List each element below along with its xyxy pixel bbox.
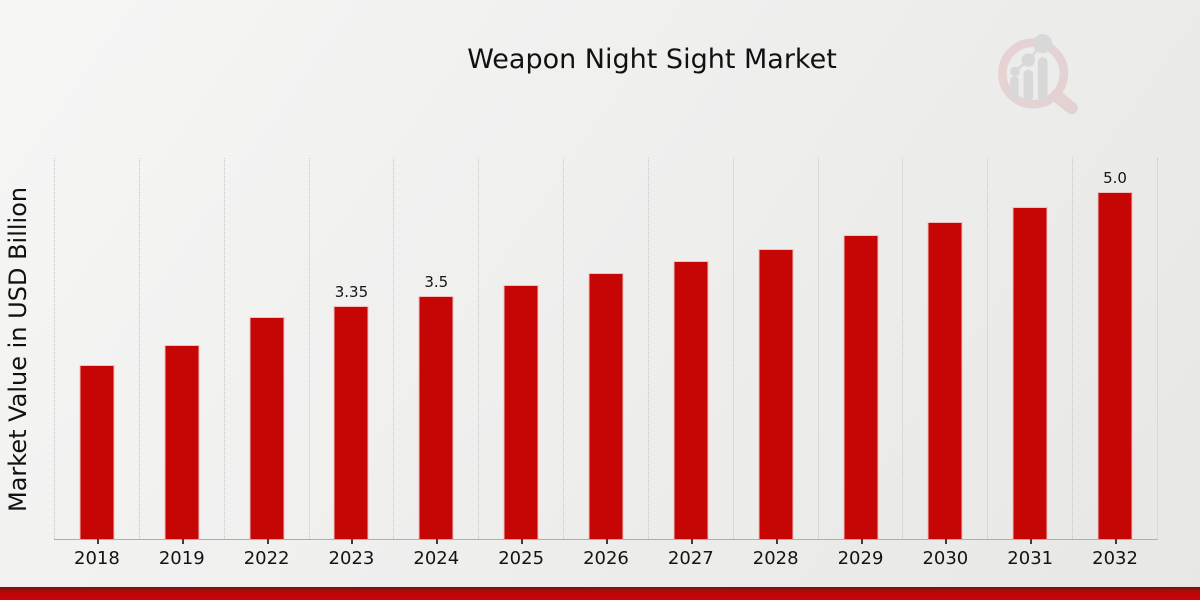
x-tick-label-2026: 2026 — [583, 548, 629, 569]
x-tick-label-2032: 2032 — [1092, 548, 1138, 569]
bar-column-2023: 3.35 2023 — [308, 158, 394, 569]
x-tick-label-2023: 2023 — [328, 548, 375, 569]
x-axis-tick — [266, 539, 269, 544]
x-axis-tick — [605, 539, 608, 544]
bar-value-label-2023: 3.35 — [334, 283, 369, 301]
x-axis-tick — [521, 539, 524, 544]
bar-2027 — [673, 261, 709, 539]
bar-value-label-2032: 5.0 — [1103, 169, 1127, 187]
bar-2028 — [758, 249, 794, 539]
x-tick-label-2028: 2028 — [752, 548, 799, 569]
bar-2018 — [79, 365, 115, 539]
bar-2025 — [503, 285, 539, 539]
x-tick-label-2022: 2022 — [243, 548, 290, 569]
magnifier-growth-chart-watermark-icon — [998, 34, 1078, 115]
plot-area: 2018 2019 2022 3.35 2023 3.5 2024 2025 2026 2027 2… — [54, 158, 1158, 569]
bar-value-label-2024: 3.5 — [424, 273, 449, 291]
x-axis-tick — [351, 539, 354, 544]
bottom-accent-bar — [0, 587, 1200, 600]
x-tick-label-2019: 2019 — [158, 548, 205, 569]
x-tick-label-2030: 2030 — [922, 548, 969, 569]
x-axis-tick — [690, 539, 693, 544]
bar-column-2025: 2025 — [478, 158, 563, 569]
chart-title: Weapon Night Sight Market — [467, 44, 837, 75]
x-axis-tick — [1115, 539, 1118, 544]
bar-column-2028: 2028 — [732, 158, 818, 569]
bar-2024 — [418, 296, 454, 539]
x-tick-label-2029: 2029 — [837, 548, 884, 569]
bar-column-2018: 2018 — [54, 158, 139, 569]
bar-column-2032: 5.0 2032 — [1072, 158, 1157, 569]
bar-column-2019: 2019 — [138, 158, 224, 569]
x-axis-tick — [181, 539, 184, 544]
bar-2029 — [843, 235, 879, 539]
y-axis-label: Market Value in USD Billion — [4, 186, 32, 512]
x-axis-tick — [96, 539, 99, 544]
bar-2019 — [164, 345, 200, 539]
bar-2032 — [1097, 192, 1133, 539]
bar-column-2027: 2027 — [647, 158, 733, 569]
bar-2031 — [1012, 207, 1048, 539]
bar-column-2030: 2030 — [902, 158, 987, 569]
bar-column-2031: 2031 — [987, 158, 1072, 569]
bar-column-2022: 2022 — [223, 158, 309, 569]
bar-2026 — [588, 273, 624, 539]
bar-2030 — [927, 222, 963, 539]
bar-column-2029: 2029 — [817, 158, 903, 569]
x-axis-tick — [1030, 539, 1033, 544]
x-axis-tick — [860, 539, 863, 544]
x-tick-label-2031: 2031 — [1007, 548, 1054, 569]
x-tick-label-2018: 2018 — [74, 548, 120, 569]
bar-2022 — [249, 317, 285, 539]
x-axis-tick — [775, 539, 778, 544]
x-tick-label-2024: 2024 — [413, 548, 460, 569]
x-axis-tick — [945, 539, 948, 544]
x-tick-label-2027: 2027 — [667, 548, 714, 569]
x-tick-label-2025: 2025 — [498, 548, 545, 569]
x-axis-tick — [436, 539, 439, 544]
bar-2023 — [333, 306, 369, 539]
bar-column-2024: 3.5 2024 — [393, 158, 478, 569]
bar-column-2026: 2026 — [563, 158, 648, 569]
